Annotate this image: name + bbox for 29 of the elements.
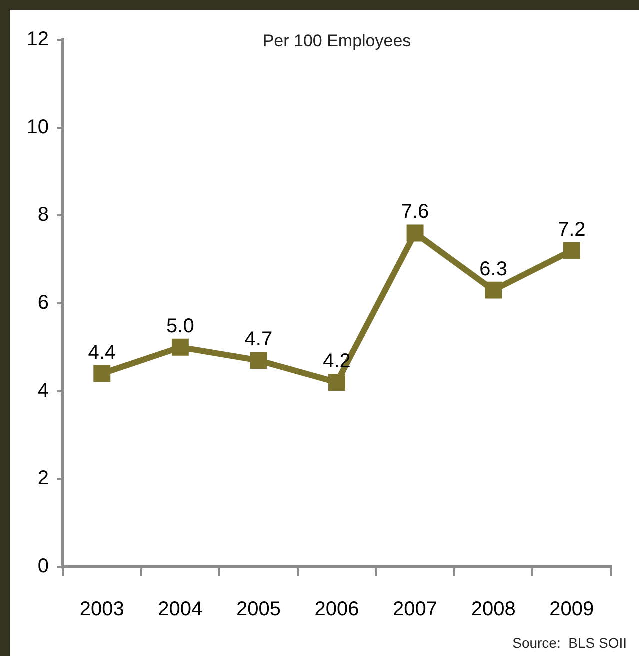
x-tick-label: 2005	[236, 598, 281, 621]
x-tick-label: 2007	[393, 598, 438, 621]
data-label: 7.6	[401, 201, 430, 224]
point	[485, 282, 502, 299]
x-tick-label: 2003	[80, 598, 124, 621]
point	[328, 374, 346, 392]
data-label: 5.0	[166, 315, 194, 338]
chart-title: Per 100 Employees	[262, 32, 412, 51]
point	[406, 224, 424, 242]
data-label: 7.2	[558, 218, 586, 241]
y-tick-label: 12	[26, 28, 49, 51]
x-tick-label: 2004	[158, 598, 203, 621]
data-label: 4.7	[244, 328, 273, 351]
y-tick-label: 6	[38, 292, 49, 314]
x-tick-label: 2006	[314, 598, 360, 621]
point	[94, 365, 111, 382]
y-tick-label: 2	[38, 468, 49, 490]
source-note: Source: BLS SOII	[512, 635, 627, 651]
y-tick-label: 4	[38, 380, 49, 402]
x-tick-label: 2009	[550, 598, 594, 621]
point	[172, 338, 189, 356]
data-label: 4.4	[88, 342, 116, 364]
y-tick-label: 10	[26, 116, 49, 138]
point	[563, 242, 580, 260]
y-tick-label: 0	[38, 556, 49, 578]
data-label: 6.3	[480, 258, 508, 280]
y-tick-label: 8	[38, 204, 49, 226]
x-tick-label: 2008	[471, 598, 516, 621]
point	[250, 352, 268, 370]
